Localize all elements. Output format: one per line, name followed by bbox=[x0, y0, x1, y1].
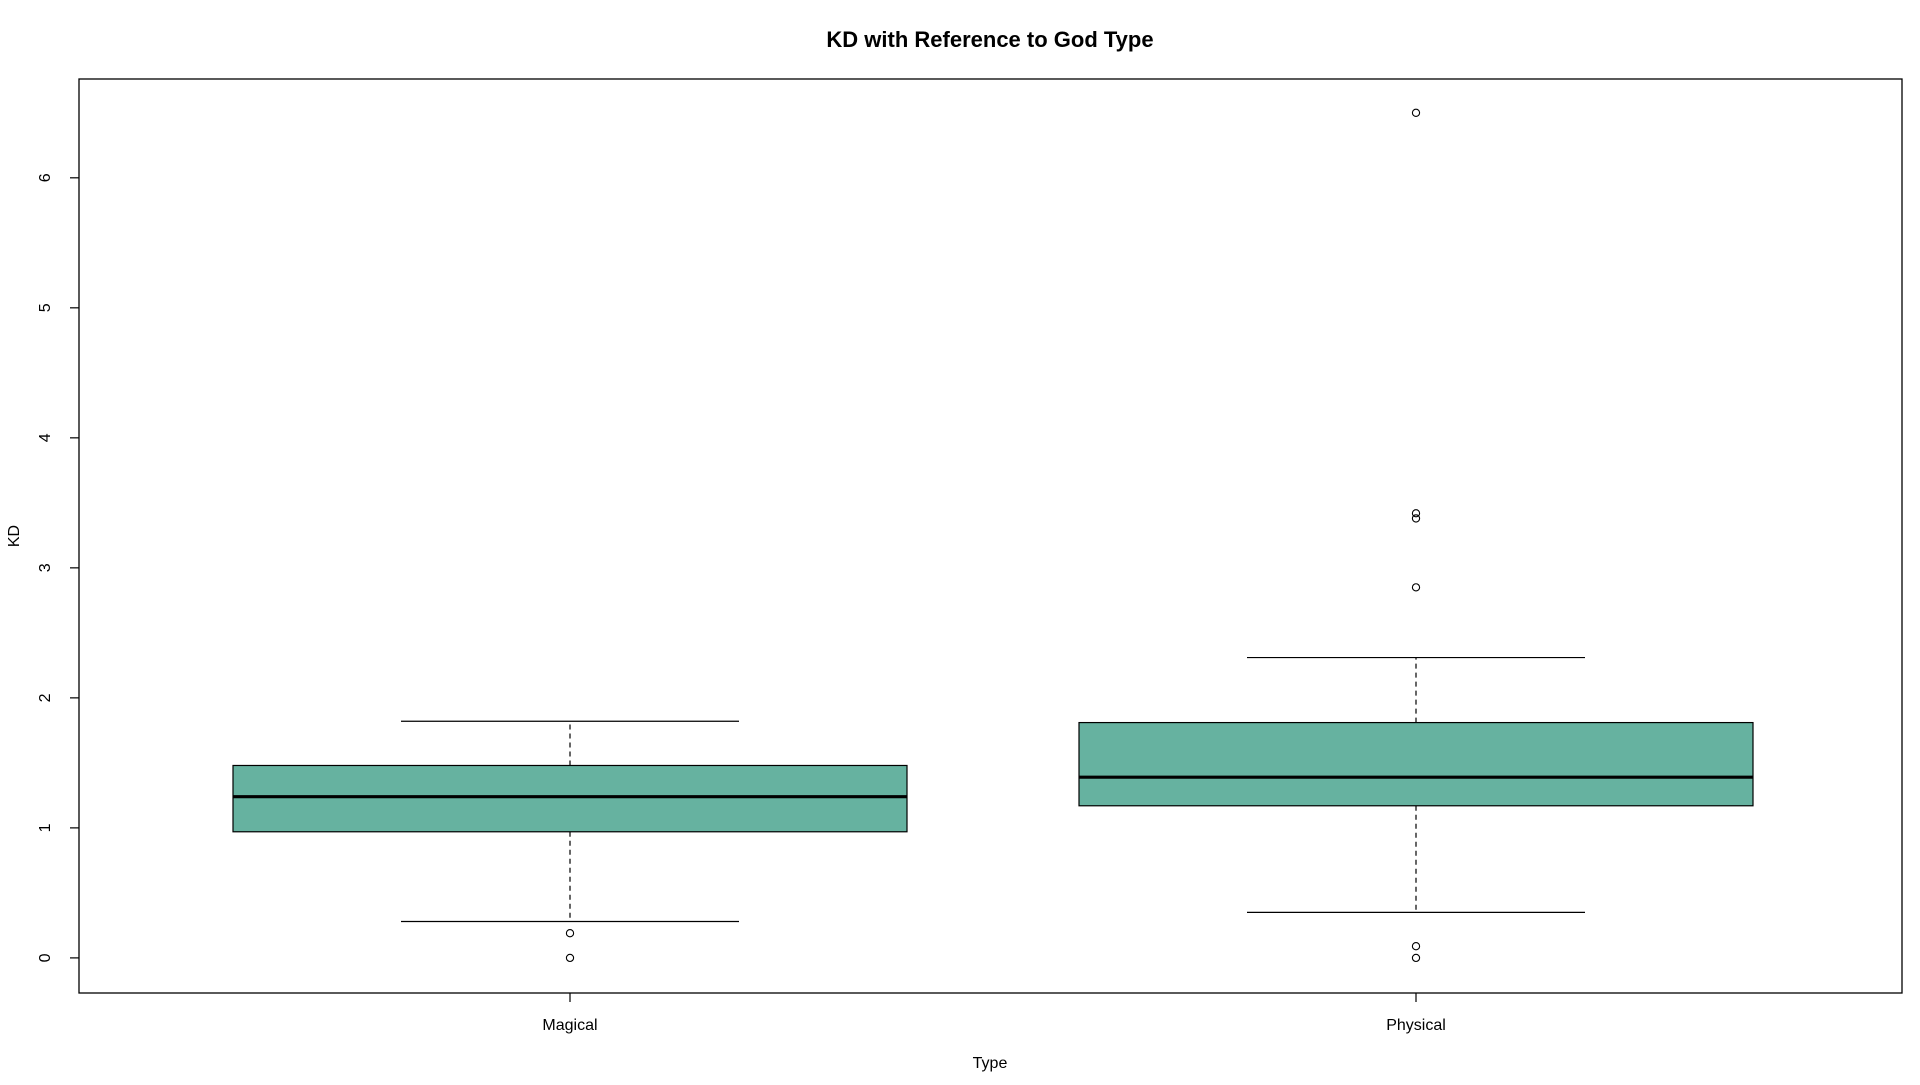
box-magical bbox=[232, 720, 908, 963]
y-tick-label: 3 bbox=[37, 563, 54, 572]
outlier-point bbox=[1411, 514, 1421, 523]
outlier-point bbox=[1411, 942, 1421, 951]
chart-title: KD with Reference to God Type bbox=[826, 27, 1153, 52]
plot-frame bbox=[78, 78, 1903, 994]
y-tick-label: 4 bbox=[37, 433, 54, 442]
y-tick-label: 2 bbox=[37, 693, 54, 702]
y-tick-label: 0 bbox=[37, 953, 54, 962]
boxes bbox=[232, 108, 1754, 963]
outlier-point bbox=[1411, 953, 1421, 963]
outlier-point bbox=[1411, 108, 1421, 117]
outlier-point bbox=[565, 953, 575, 963]
y-axis-label: KD bbox=[6, 525, 23, 547]
outlier-point bbox=[1411, 583, 1421, 592]
x-tick-label: Physical bbox=[1386, 1017, 1446, 1034]
iqr-box bbox=[232, 764, 908, 833]
y-tick-label: 6 bbox=[37, 173, 54, 182]
outlier-point bbox=[1411, 509, 1421, 518]
iqr-box bbox=[1078, 721, 1754, 807]
x-tick-label: Magical bbox=[542, 1017, 597, 1034]
y-tick-label: 1 bbox=[37, 823, 54, 832]
outlier-point bbox=[565, 929, 575, 938]
y-tick-label: 5 bbox=[37, 303, 54, 312]
y-axis: 0 1 2 3 4 5 6 bbox=[37, 173, 79, 962]
box-physical bbox=[1078, 108, 1754, 963]
x-axis: Magical Physical bbox=[542, 993, 1446, 1034]
x-axis-label: Type bbox=[973, 1055, 1008, 1072]
